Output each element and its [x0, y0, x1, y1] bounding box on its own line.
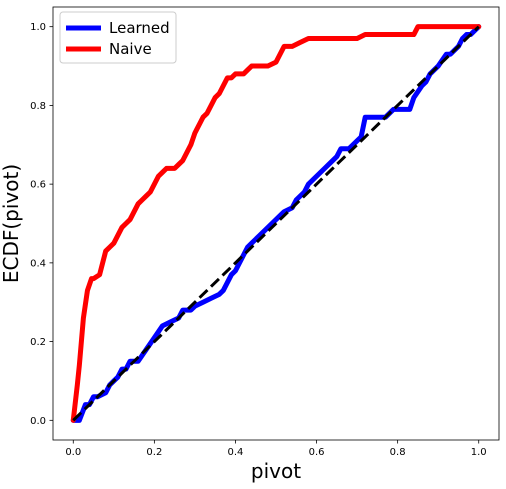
legend-label-naive: Naive: [109, 40, 152, 58]
axes-frame: [52, 6, 500, 441]
x-axis-label: pivot: [251, 459, 301, 483]
x-tick-label: 0.2: [146, 447, 162, 458]
x-axis-ticks: 0.0 0.2 0.4 0.6 0.8 1.0: [65, 440, 487, 458]
x-tick-label: 0.6: [309, 447, 325, 458]
y-tick-label: 0.0: [30, 416, 46, 427]
y-axis-ticks: 0.0 0.2 0.4 0.6 0.8 1.0: [30, 22, 53, 427]
series-line-learned: [70, 24, 482, 423]
y-tick-label: 0.8: [30, 101, 46, 112]
x-tick-label: 1.0: [471, 447, 487, 458]
y-tick-label: 0.4: [30, 258, 46, 269]
legend: Learned Naive: [59, 11, 177, 64]
x-tick-label: 0.8: [390, 447, 406, 458]
reference-diagonal-line: [72, 25, 480, 422]
series-layer: [70, 24, 482, 423]
y-tick-label: 0.2: [30, 337, 46, 348]
x-tick-label: 0.4: [228, 447, 244, 458]
y-axis-label: ECDF(pivot): [0, 164, 23, 283]
series-line-naive: [70, 24, 482, 423]
plot-area: [70, 24, 482, 423]
y-tick-label: 0.6: [30, 180, 46, 191]
y-tick-label: 1.0: [30, 22, 46, 33]
x-tick-label: 0.0: [65, 447, 81, 458]
legend-label-learned: Learned: [109, 19, 170, 37]
